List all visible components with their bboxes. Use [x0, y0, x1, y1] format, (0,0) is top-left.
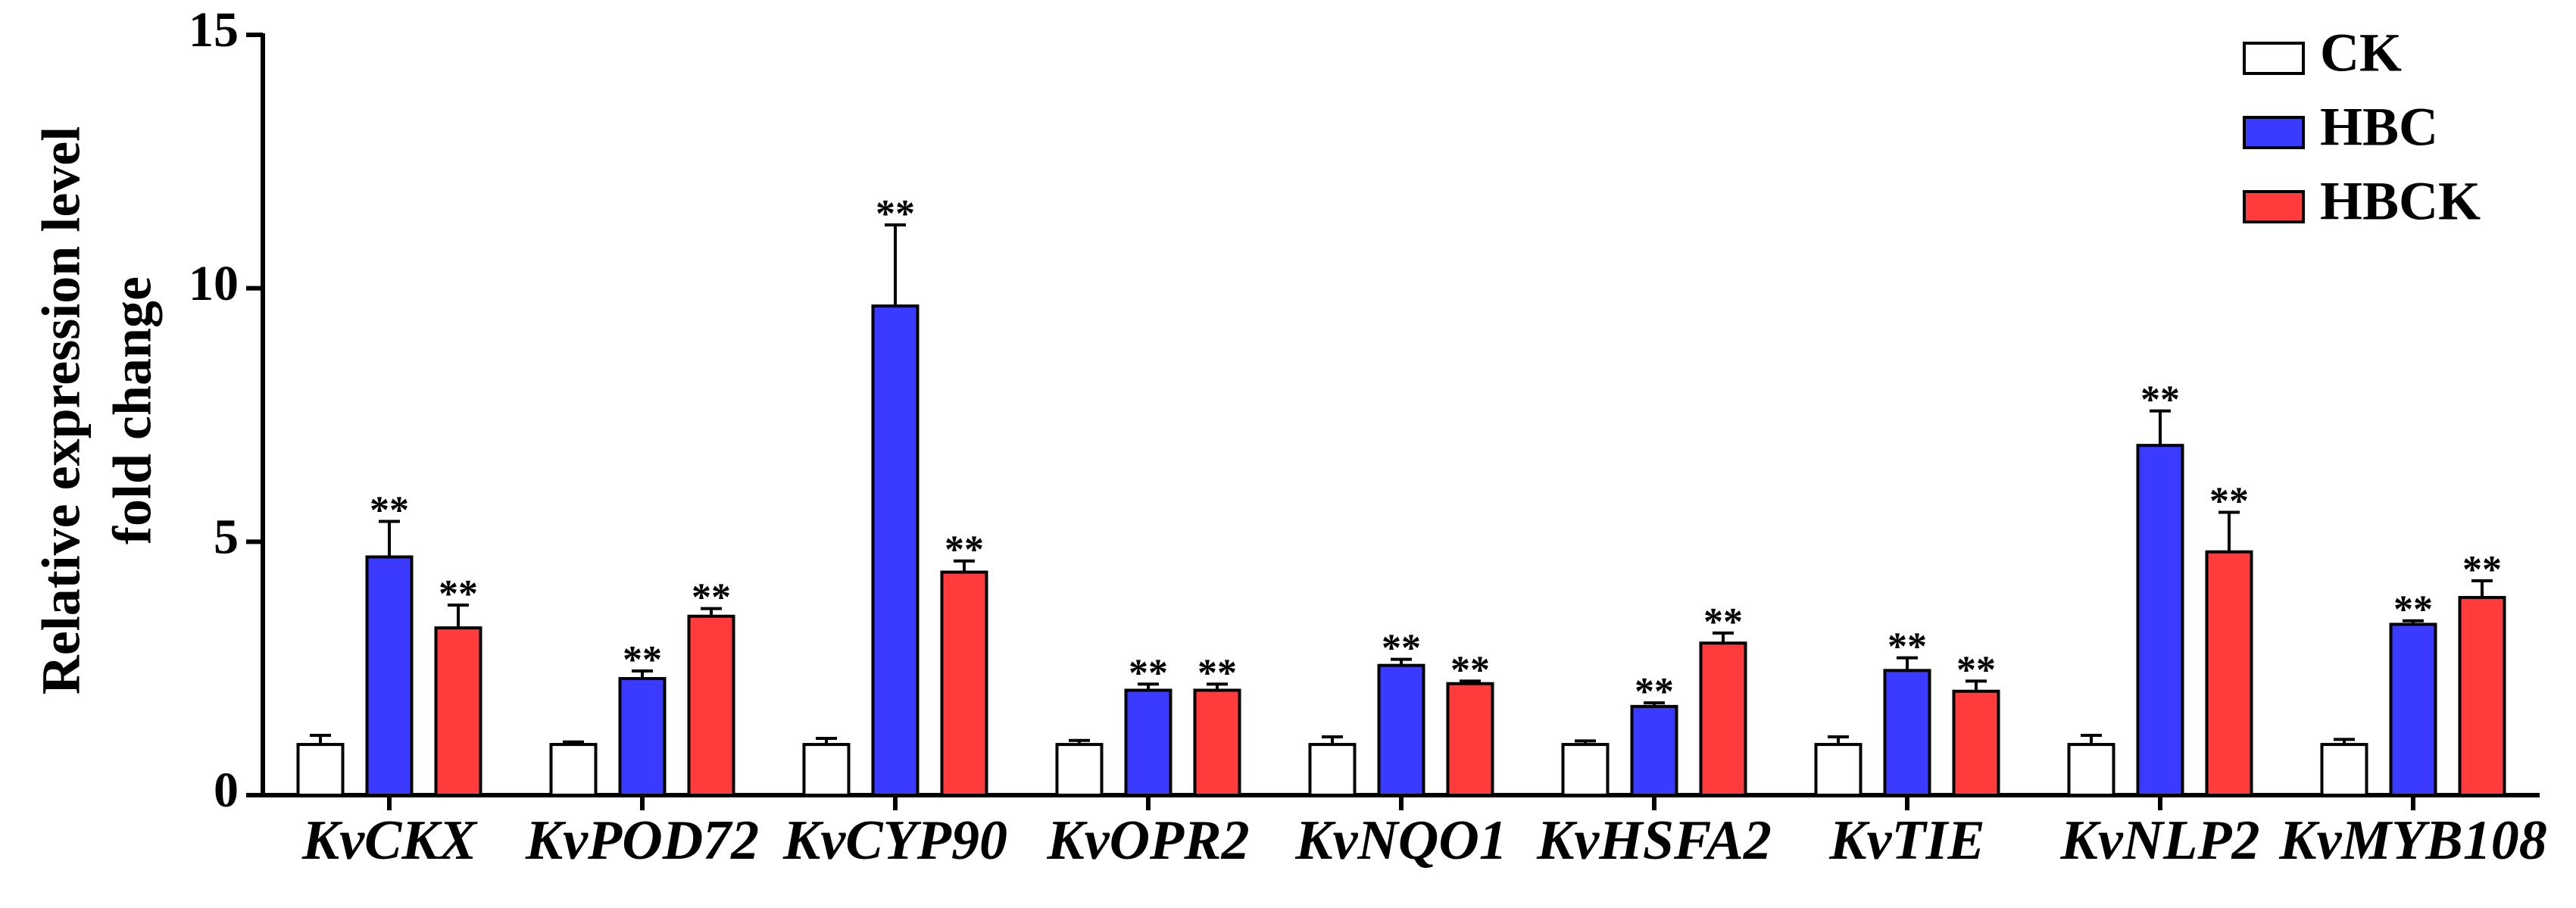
x-tick-label: KvCYP90	[782, 810, 1007, 872]
bar	[1883, 669, 1931, 797]
significance-label: **	[1635, 670, 1674, 713]
significance-label: **	[2209, 479, 2249, 523]
bar	[871, 304, 920, 797]
significance-label: **	[1703, 601, 1743, 644]
legend-swatch	[2243, 116, 2305, 149]
significance-label: **	[876, 192, 915, 236]
bar	[1193, 688, 1241, 797]
bar	[296, 743, 345, 797]
bar	[1814, 743, 1863, 797]
bar	[549, 743, 598, 797]
y-tick-label: 10	[189, 256, 239, 311]
bar	[1699, 641, 1747, 797]
bar	[1630, 704, 1678, 797]
bar	[2067, 743, 2115, 797]
bar	[802, 743, 851, 797]
bar	[1055, 743, 1104, 797]
x-tick-label: KvMYB108	[2278, 810, 2547, 872]
significance-label: **	[623, 638, 662, 682]
bar	[2320, 743, 2368, 797]
bar	[2136, 444, 2184, 797]
y-axis-label: Relative expression level	[31, 126, 92, 695]
bar	[434, 626, 482, 797]
legend-swatch	[2243, 190, 2305, 223]
bar	[940, 570, 988, 797]
significance-label: **	[370, 488, 409, 532]
significance-label: **	[1129, 651, 1168, 694]
x-tick-label: KvNQO1	[1294, 810, 1507, 872]
significance-label: **	[1382, 627, 1421, 670]
bar	[1446, 682, 1494, 797]
bar	[2205, 550, 2253, 797]
significance-label: **	[2462, 548, 2502, 591]
significance-label: **	[692, 576, 731, 619]
legend-swatch	[2243, 42, 2305, 75]
bar	[1952, 689, 2000, 797]
x-tick-label: KvTIE	[1828, 810, 1985, 872]
x-tick-label: KvNLP2	[2059, 810, 2259, 872]
bar	[365, 555, 414, 797]
legend-label: HBCK	[2320, 171, 2481, 232]
y-tick-label: 15	[189, 2, 239, 58]
y-tick-label: 0	[214, 763, 239, 818]
bar	[2458, 595, 2506, 797]
bar	[1561, 743, 1610, 797]
y-axis-label: fold change	[102, 276, 163, 544]
significance-label: **	[439, 573, 478, 616]
bar	[1377, 663, 1425, 797]
significance-label: **	[2393, 588, 2433, 632]
significance-label: **	[945, 529, 984, 572]
bar	[687, 614, 735, 797]
bar	[2389, 622, 2437, 797]
x-tick-label: KvOPR2	[1046, 810, 1249, 872]
legend-label: CK	[2320, 23, 2402, 83]
significance-label: **	[1197, 651, 1237, 694]
legend-label: HBC	[2320, 97, 2438, 158]
x-tick-label: KvPOD72	[525, 810, 759, 872]
significance-label: **	[2140, 379, 2180, 422]
bar	[1124, 688, 1172, 797]
bar	[1308, 743, 1357, 797]
bar	[618, 677, 667, 797]
x-tick-label: KvHSFA2	[1536, 810, 1772, 872]
significance-label: **	[1956, 648, 1996, 691]
y-tick-label: 5	[214, 509, 239, 564]
significance-label: **	[1888, 626, 1927, 669]
x-tick-label: KvCKX	[301, 810, 478, 872]
significance-label: **	[1450, 648, 1490, 691]
